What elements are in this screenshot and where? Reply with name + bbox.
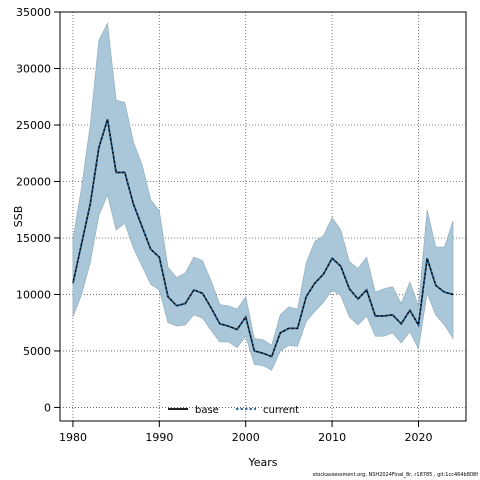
x-tick-label: 1980 bbox=[59, 431, 87, 444]
y-tick-label: 25000 bbox=[16, 119, 51, 132]
y-tick-label: 10000 bbox=[16, 288, 51, 301]
x-tick-label: 2000 bbox=[232, 431, 260, 444]
x-tick-label: 2020 bbox=[404, 431, 432, 444]
series-line-current bbox=[72, 119, 454, 358]
y-tick-label: 20000 bbox=[16, 175, 51, 188]
y-axis: 0 5000 10000 15000 20000 25000 30000 35000 bbox=[16, 6, 61, 414]
x-tick-label: 1990 bbox=[145, 431, 173, 444]
y-tick-label: 5000 bbox=[23, 345, 51, 358]
legend-label-current: current bbox=[263, 405, 299, 416]
legend: base current bbox=[168, 405, 299, 416]
confidence-band bbox=[72, 22, 454, 371]
y-tick-label: 0 bbox=[44, 401, 51, 414]
y-axis-title: SSB bbox=[12, 206, 25, 228]
legend-label-base: base bbox=[195, 405, 219, 416]
x-tick-label: 2010 bbox=[318, 431, 346, 444]
footer-source-text: stockassessment.org, NSH2024Final_8r, r1… bbox=[313, 472, 479, 478]
y-tick-label: 15000 bbox=[16, 232, 51, 245]
x-axis-title: Years bbox=[247, 456, 277, 469]
y-tick-label: 35000 bbox=[16, 6, 51, 19]
y-tick-label: 30000 bbox=[16, 62, 51, 75]
x-axis: 1980 1990 2000 2010 2020 bbox=[59, 420, 432, 444]
